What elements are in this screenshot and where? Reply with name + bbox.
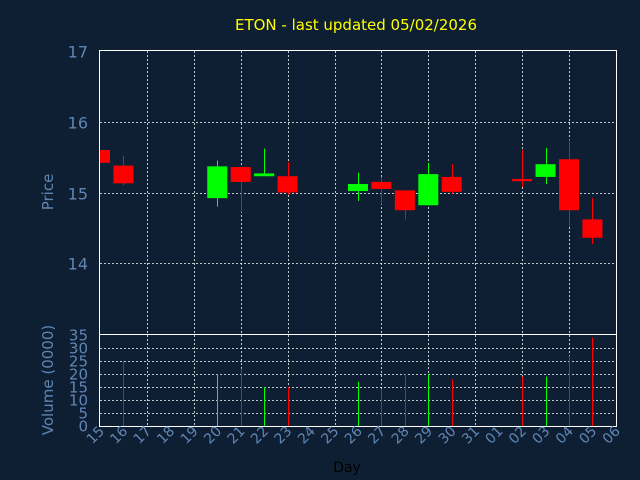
candle-body (512, 179, 533, 182)
candle-body (347, 184, 368, 192)
day-tick-labels: 15 16 17 18 19 20 21 22 23 24 25 26 27 28 29 30 31 01 02 03… (84, 423, 624, 447)
volume-tick-label: 25 (69, 353, 88, 371)
candle-body (207, 166, 228, 199)
candle-body (418, 174, 439, 206)
candlestick-series (100, 139, 603, 245)
day-tick-label: 22 (248, 424, 272, 448)
volume-tick-label: 20 (69, 366, 88, 384)
price-tick-label: 15 (68, 185, 88, 204)
candle-body (277, 176, 298, 193)
day-tick-label: 01 (483, 424, 507, 448)
volume-tick-label: 10 (69, 392, 88, 410)
candle-body (371, 181, 392, 189)
day-tick-label: 27 (365, 424, 389, 448)
x-axis-label: Day (333, 460, 361, 476)
candle-body (113, 165, 134, 184)
day-tick-label: 30 (436, 424, 460, 448)
price-tick-label: 14 (68, 255, 88, 274)
day-tick-label: 05 (576, 424, 600, 448)
day-tick-label: 21 (225, 424, 249, 448)
candle-body (559, 159, 579, 211)
volume-axis-label: Volume (0000) (39, 325, 57, 435)
candle-body (441, 176, 462, 192)
price-axis-label: Price (39, 174, 57, 211)
candle-body (582, 219, 603, 238)
day-tick-label: 23 (272, 424, 296, 448)
day-tick-label: 24 (295, 423, 319, 447)
day-tick-label: 18 (154, 424, 178, 448)
volume-tick-label: 5 (78, 405, 88, 423)
day-tick-label: 03 (529, 424, 553, 448)
day-tick-label: 26 (342, 423, 366, 447)
price-tick-labels: 14 15 16 17 (68, 43, 88, 274)
volume-tick-label: 35 (69, 327, 88, 345)
volume-tick-label: 15 (69, 379, 88, 397)
day-tick-label: 25 (318, 424, 342, 448)
day-tick-label: 06 (600, 423, 624, 447)
volume-tick-label: 0 (78, 418, 88, 436)
day-tick-label: 02 (506, 424, 530, 448)
day-tick-label: 16 (107, 423, 131, 447)
day-tick-label: 29 (412, 424, 436, 448)
volume-tick-label: 30 (69, 340, 88, 358)
day-tick-label: 04 (553, 423, 577, 447)
candle-body (394, 190, 415, 211)
day-tick-label: 28 (389, 424, 413, 448)
candle-body (100, 150, 110, 163)
volume-panel-frame (99, 334, 617, 427)
volume-bars (123, 337, 593, 426)
day-tick-label: 19 (178, 424, 202, 448)
day-tick-label: 31 (459, 424, 483, 448)
candle-body (254, 173, 275, 177)
candle-body (535, 164, 556, 177)
price-tick-label: 17 (68, 43, 88, 62)
price-tick-label: 16 (68, 114, 88, 133)
chart-title: ETON - last updated 05/02/2026 (235, 16, 477, 34)
candle-body (230, 167, 251, 182)
day-tick-label: 17 (131, 424, 155, 448)
day-tick-label: 20 (201, 424, 225, 448)
